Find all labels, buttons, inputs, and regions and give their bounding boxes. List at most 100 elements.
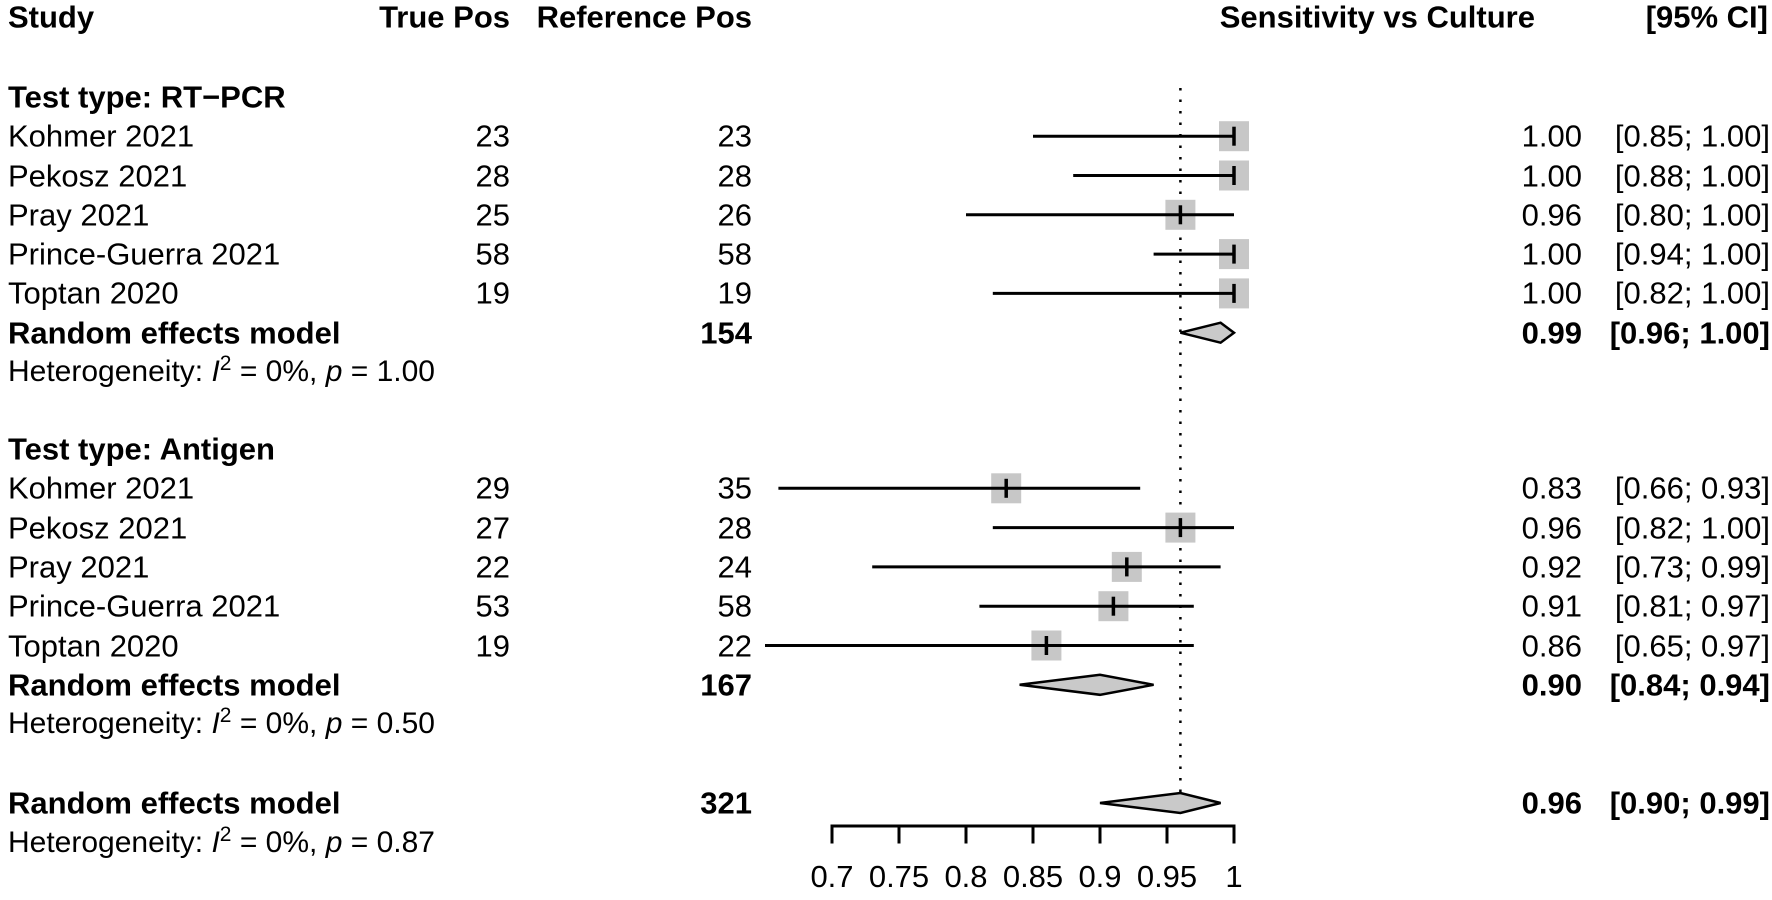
reference-pos-value: 26	[717, 197, 752, 233]
study-label: Toptan 2020	[8, 628, 179, 663]
summary-sensitivity-value: 0.99	[1521, 315, 1582, 351]
summary-sensitivity-value: 0.90	[1521, 667, 1582, 703]
column-header-sensitivity: Sensitivity vs Culture	[1219, 0, 1535, 35]
heterogeneity-segment: I	[211, 355, 220, 388]
x-axis-label: 0.9	[1078, 859, 1121, 894]
true-pos-value: 23	[475, 118, 510, 154]
heterogeneity-segment: p	[325, 825, 343, 859]
reference-pos-value: 22	[717, 628, 752, 663]
study-label: Pray 2021	[8, 197, 150, 233]
heterogeneity-segment: = 0.87	[342, 825, 435, 859]
sensitivity-value: 1.00	[1521, 118, 1582, 154]
reference-pos-value: 28	[717, 158, 752, 193]
sensitivity-value: 0.92	[1521, 549, 1582, 585]
true-pos-value: 58	[475, 236, 510, 272]
x-axis-label: 0.95	[1137, 859, 1197, 894]
heterogeneity-segment: = 0%,	[231, 825, 326, 859]
ci-value: [0.66; 0.93]	[1614, 470, 1770, 506]
summary-reference-pos: 154	[700, 315, 752, 351]
x-axis-label: 0.85	[1003, 859, 1063, 894]
column-header-study: Study	[8, 0, 95, 35]
heterogeneity-segment: = 0%,	[231, 707, 326, 741]
x-axis-label: 0.75	[869, 859, 929, 894]
ci-value: [0.85; 1.00]	[1614, 118, 1770, 154]
column-header-reference-pos: Reference Pos	[536, 0, 752, 35]
column-header-true-pos: True Pos	[379, 0, 510, 35]
overall-diamond	[1099, 791, 1221, 815]
x-axis-label: 1	[1225, 859, 1242, 894]
true-pos-value: 28	[475, 158, 510, 193]
overall-summary-label: Random effects model	[8, 785, 341, 821]
heterogeneity-segment: I	[211, 825, 220, 859]
reference-pos-value: 23	[717, 118, 752, 154]
true-pos-value: 19	[475, 628, 510, 663]
ci-value: [0.80; 1.00]	[1614, 197, 1770, 233]
heterogeneity-segment: = 0.50	[342, 707, 435, 741]
ci-value: [0.82; 1.00]	[1614, 510, 1770, 546]
heterogeneity-segment: = 1.00	[342, 355, 435, 388]
study-label: Pekosz 2021	[8, 158, 188, 193]
reference-pos-value: 58	[717, 236, 752, 272]
superscript: 2	[219, 352, 232, 375]
sensitivity-value: 1.00	[1521, 275, 1582, 311]
reference-pos-value: 35	[717, 470, 752, 506]
true-pos-value: 25	[475, 197, 510, 233]
reference-pos-value: 28	[717, 510, 752, 546]
study-label: Kohmer 2021	[8, 470, 195, 506]
summary-label: Random effects model	[8, 667, 341, 703]
true-pos-value: 19	[475, 275, 510, 311]
sensitivity-value: 0.96	[1521, 197, 1582, 233]
ci-value: [0.81; 0.97]	[1614, 588, 1770, 624]
sensitivity-value: 1.00	[1521, 236, 1582, 272]
study-label: Prince-Guerra 2021	[8, 588, 281, 624]
heterogeneity-segment: Heterogeneity:	[8, 355, 212, 388]
study-label: Pekosz 2021	[8, 510, 188, 546]
ci-value: [0.82; 1.00]	[1614, 275, 1770, 311]
overall-sensitivity-value: 0.96	[1521, 785, 1582, 821]
true-pos-value: 22	[475, 549, 510, 585]
sensitivity-value: 1.00	[1521, 158, 1582, 193]
heterogeneity-segment: p	[325, 707, 343, 741]
x-axis-label: 0.7	[810, 859, 853, 894]
ci-value: [0.88; 1.00]	[1614, 158, 1770, 193]
reference-pos-value: 58	[717, 588, 752, 624]
heterogeneity-text: Heterogeneity: I2 = 0%, p = 1.00	[8, 353, 435, 388]
superscript: 2	[219, 704, 232, 728]
sensitivity-value: 0.83	[1521, 470, 1582, 506]
heterogeneity-text: Heterogeneity: I2 = 0%, p = 0.87	[8, 824, 435, 859]
heterogeneity-segment: I	[211, 707, 220, 741]
overall-reference-pos: 321	[700, 785, 752, 821]
summary-ci-value: [0.84; 0.94]	[1609, 667, 1770, 703]
summary-diamond	[1019, 673, 1154, 697]
ci-value: [0.65; 0.97]	[1614, 628, 1770, 663]
section-header: Test type: Antigen	[8, 431, 275, 467]
true-pos-value: 29	[475, 470, 510, 506]
study-label: Kohmer 2021	[8, 118, 195, 154]
x-axis-label: 0.8	[944, 859, 987, 894]
sensitivity-value: 0.86	[1521, 628, 1582, 663]
true-pos-value: 53	[475, 588, 510, 624]
column-header-ci: [95% CI]	[1645, 0, 1768, 35]
section-header: Test type: RT−PCR	[8, 79, 286, 115]
heterogeneity-segment: p	[325, 355, 343, 388]
study-label: Prince-Guerra 2021	[8, 236, 281, 272]
true-pos-value: 27	[475, 510, 510, 546]
overall-ci-value: [0.90; 0.99]	[1609, 785, 1770, 821]
ci-value: [0.94; 1.00]	[1614, 236, 1770, 272]
summary-label: Random effects model	[8, 315, 341, 351]
study-label: Toptan 2020	[8, 275, 179, 311]
sensitivity-value: 0.91	[1521, 588, 1582, 624]
study-label: Pray 2021	[8, 549, 150, 585]
reference-pos-value: 19	[717, 275, 752, 311]
heterogeneity-text: Heterogeneity: I2 = 0%, p = 0.50	[8, 705, 435, 741]
heterogeneity-segment: Heterogeneity:	[8, 707, 212, 741]
ci-value: [0.73; 0.99]	[1614, 549, 1770, 585]
summary-reference-pos: 167	[700, 667, 752, 703]
superscript: 2	[219, 822, 232, 846]
heterogeneity-segment: Heterogeneity:	[8, 825, 212, 859]
summary-diamond	[1180, 321, 1237, 345]
summary-ci-value: [0.96; 1.00]	[1609, 315, 1770, 351]
heterogeneity-segment: = 0%,	[231, 355, 326, 388]
